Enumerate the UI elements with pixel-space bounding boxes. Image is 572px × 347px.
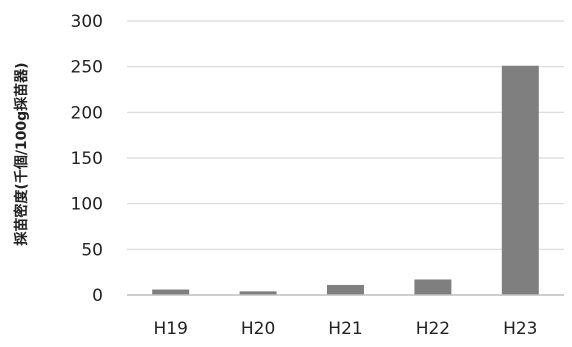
y-tick-label: 250 — [71, 58, 103, 78]
bar-h22 — [414, 279, 452, 295]
gridlines — [127, 20, 564, 250]
bar-h23 — [501, 65, 539, 296]
y-tick-label: 200 — [71, 103, 103, 123]
x-tick-label: H23 — [503, 319, 537, 339]
x-tick-labels: H19 H20 H21 H22 H23 — [153, 319, 537, 339]
y-tick-label: 150 — [71, 149, 103, 169]
y-axis-title: 採苗密度(千個/100g採苗器) — [13, 62, 30, 245]
y-tick-label: 50 — [81, 240, 103, 260]
y-tick-label: 100 — [71, 195, 103, 215]
bar-h19 — [152, 289, 190, 295]
y-tick-label: 300 — [71, 12, 103, 32]
bar-h20 — [239, 291, 277, 295]
x-tick-label: H19 — [153, 319, 187, 339]
x-tick-label: H21 — [328, 319, 362, 339]
bars — [152, 65, 539, 296]
bar-h21 — [327, 284, 364, 295]
y-tick-label: 0 — [92, 286, 103, 306]
y-tick-labels: 0 50 100 150 200 250 300 — [71, 12, 103, 306]
x-tick-label: H22 — [416, 319, 450, 339]
x-tick-label: H20 — [241, 319, 275, 339]
